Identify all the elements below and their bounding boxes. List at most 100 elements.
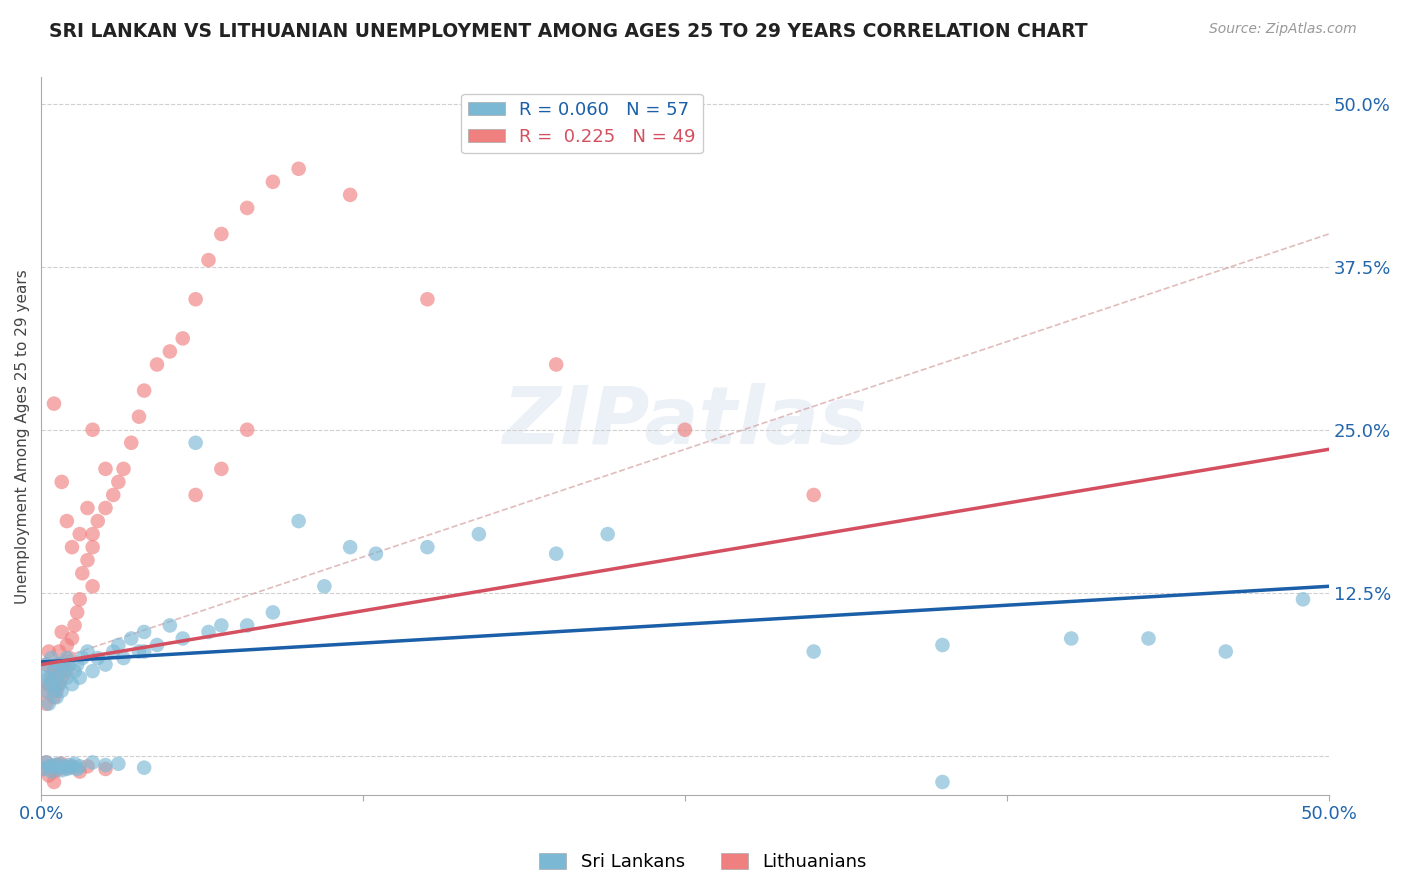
Point — [56, 762, 79, 776]
Point — [42, 664, 65, 678]
Point — [60, 540, 83, 554]
Point — [45, 690, 67, 705]
Point — [76, 644, 98, 658]
Text: SRI LANKAN VS LITHUANIAN UNEMPLOYMENT AMONG AGES 25 TO 29 YEARS CORRELATION CHAR: SRI LANKAN VS LITHUANIAN UNEMPLOYMENT AM… — [49, 22, 1088, 41]
Point — [172, 331, 194, 345]
Point — [38, 671, 60, 685]
Point — [41, 764, 63, 779]
Point — [146, 638, 169, 652]
Point — [42, 758, 65, 772]
Point — [803, 488, 825, 502]
Point — [120, 632, 142, 646]
Y-axis label: Unemployment Among Ages 25 to 29 years: Unemployment Among Ages 25 to 29 years — [15, 268, 30, 604]
Point — [120, 435, 142, 450]
Point — [42, 775, 65, 789]
Point — [209, 227, 232, 241]
Point — [76, 553, 98, 567]
Point — [48, 677, 70, 691]
Point — [94, 462, 117, 476]
Point — [236, 201, 259, 215]
Point — [416, 292, 439, 306]
Point — [87, 514, 110, 528]
Point — [48, 756, 70, 771]
Point — [364, 547, 387, 561]
Point — [172, 632, 194, 646]
Point — [416, 540, 439, 554]
Point — [82, 664, 104, 678]
Point — [42, 397, 65, 411]
Point — [35, 697, 58, 711]
Point — [51, 657, 73, 672]
Point — [41, 677, 63, 691]
Point — [66, 762, 89, 776]
Point — [112, 462, 135, 476]
Legend: R = 0.060   N = 57, R =  0.225   N = 49: R = 0.060 N = 57, R = 0.225 N = 49 — [461, 94, 703, 153]
Point — [42, 664, 65, 678]
Point — [87, 651, 110, 665]
Point — [94, 758, 117, 772]
Point — [931, 775, 953, 789]
Point — [42, 683, 65, 698]
Point — [314, 579, 336, 593]
Point — [42, 764, 65, 779]
Point — [45, 758, 67, 772]
Point — [236, 618, 259, 632]
Point — [58, 758, 80, 772]
Point — [53, 759, 76, 773]
Point — [103, 488, 125, 502]
Point — [69, 592, 91, 607]
Point — [209, 462, 232, 476]
Point — [38, 644, 60, 658]
Point — [48, 677, 70, 691]
Point — [209, 618, 232, 632]
Point — [53, 657, 76, 672]
Point — [69, 527, 91, 541]
Legend: Sri Lankans, Lithuanians: Sri Lankans, Lithuanians — [531, 846, 875, 879]
Point — [287, 161, 309, 176]
Point — [51, 756, 73, 771]
Point — [60, 759, 83, 773]
Point — [103, 644, 125, 658]
Point — [134, 761, 156, 775]
Point — [38, 697, 60, 711]
Point — [184, 488, 207, 502]
Point — [94, 501, 117, 516]
Point — [63, 664, 86, 678]
Point — [51, 764, 73, 778]
Point — [803, 644, 825, 658]
Point — [107, 756, 129, 771]
Point — [56, 651, 79, 665]
Point — [72, 566, 94, 581]
Point — [128, 409, 150, 424]
Point — [1292, 592, 1315, 607]
Point — [134, 644, 156, 658]
Point — [58, 657, 80, 672]
Point — [32, 762, 55, 776]
Point — [673, 423, 696, 437]
Point — [56, 761, 79, 775]
Point — [159, 344, 181, 359]
Point — [197, 624, 219, 639]
Point — [134, 624, 156, 639]
Point — [468, 527, 491, 541]
Point — [1215, 644, 1237, 658]
Point — [56, 671, 79, 685]
Text: Source: ZipAtlas.com: Source: ZipAtlas.com — [1209, 22, 1357, 37]
Point — [184, 292, 207, 306]
Point — [60, 632, 83, 646]
Point — [184, 435, 207, 450]
Point — [339, 540, 361, 554]
Point — [63, 618, 86, 632]
Point — [1060, 632, 1083, 646]
Point — [82, 579, 104, 593]
Point — [53, 664, 76, 678]
Point — [197, 253, 219, 268]
Point — [72, 651, 94, 665]
Point — [35, 657, 58, 672]
Point — [63, 756, 86, 771]
Point — [45, 657, 67, 672]
Point — [38, 677, 60, 691]
Point — [35, 683, 58, 698]
Point — [45, 761, 67, 775]
Point — [107, 638, 129, 652]
